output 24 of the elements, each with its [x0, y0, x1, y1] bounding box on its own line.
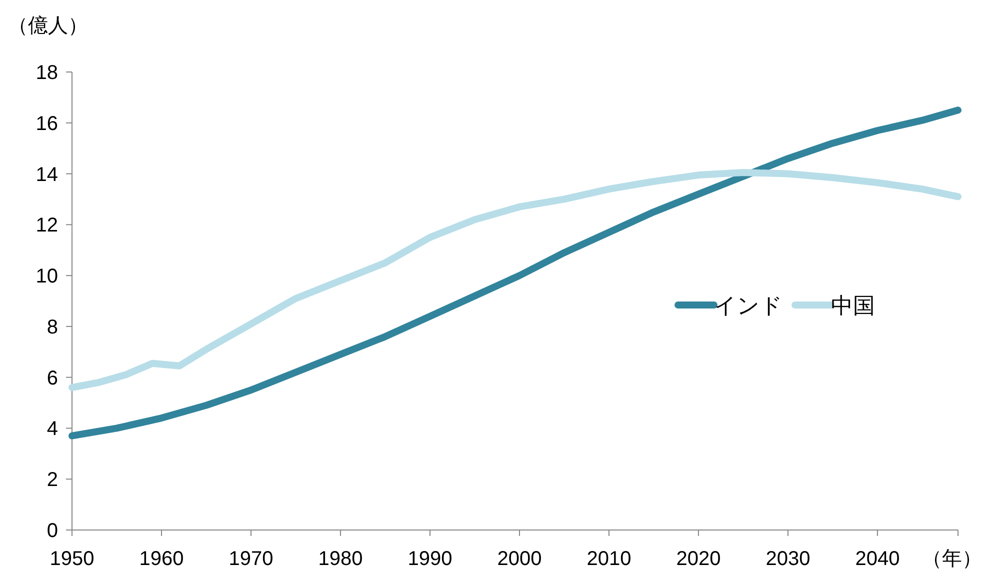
legend-label: インド	[714, 293, 783, 318]
y-tick-label: 0	[46, 520, 58, 542]
y-axis-title: （億人）	[8, 15, 88, 37]
x-tick-label: 1970	[228, 548, 274, 570]
x-tick-label: 1980	[318, 548, 363, 570]
x-tick-label: 1950	[50, 548, 94, 570]
y-tick-label: 8	[46, 316, 58, 338]
x-tick-label: 1960	[139, 548, 184, 570]
y-tick-label: 10	[36, 266, 58, 288]
x-tick-label: 1990	[408, 548, 452, 570]
y-tick-label: 12	[36, 214, 58, 237]
legend-label: 中国	[831, 293, 875, 318]
y-tick-label: 6	[46, 367, 58, 390]
y-tick-label: 16	[36, 112, 58, 135]
x-tick-label: 2040	[855, 548, 900, 570]
x-tick-label: 2020	[676, 548, 721, 570]
x-tick-label: 2030	[766, 548, 810, 570]
y-tick-label: 2	[46, 469, 58, 492]
x-axis-title: （年）	[922, 548, 982, 570]
x-tick-label: 2000	[497, 548, 542, 570]
y-tick-label: 4	[46, 418, 58, 440]
y-tick-label: 18	[36, 62, 58, 84]
y-tick-label: 14	[36, 164, 58, 186]
x-tick-label: 2010	[586, 548, 632, 570]
